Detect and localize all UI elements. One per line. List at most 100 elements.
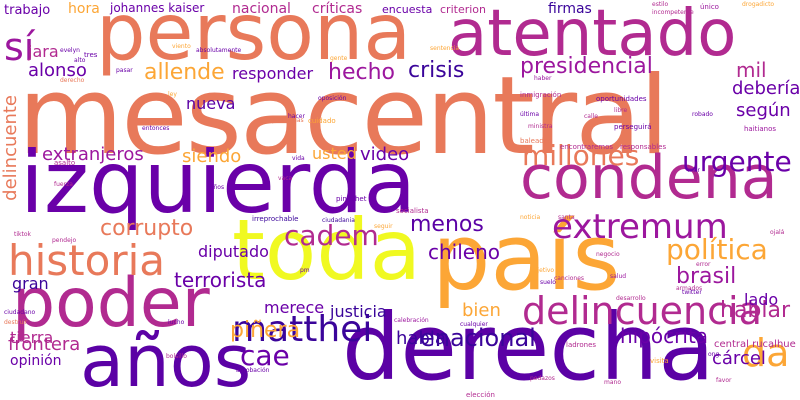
word-oposicion: oposición [318,95,347,102]
word-noticia: noticia [520,214,541,221]
word-siendo: siendo [182,146,242,167]
word-ultima: última [520,111,540,118]
word-condena: condena [520,143,778,213]
word-pinochet: pinochet [336,195,367,203]
word-ojala: ojalá [770,229,785,236]
word-nueva: nueva [186,94,236,113]
word-twitter: twitter [682,289,702,296]
word-terrorista: terrorista [174,268,267,292]
word-allende: allende [144,60,225,85]
word-hipocrita: hipócrita [620,324,709,348]
word-suelo: suelo [540,279,556,286]
word-central-rucalhue: central rucalhue [714,339,796,350]
word-matthei: matthei [232,309,373,350]
word-absolutamente: absolutamente [196,47,242,54]
word-armados: armados [676,285,703,292]
word-mano: mano [604,379,621,386]
word-pais: país [432,204,621,311]
word-incompetente: incompetente [652,9,694,16]
word-johannes-kaiser: johannes kaiser [110,1,205,15]
word-vida: vida [292,155,305,162]
word-gente: gente [330,55,348,62]
word-favor: favor [716,377,732,384]
word-asalto: asalto [54,159,76,167]
word-pasar: pasar [116,67,133,74]
word-derecha: derecha [342,294,715,400]
word-atentado: atentado [448,0,737,71]
word-segun: según [736,100,791,121]
word-ong: ong [708,351,720,358]
word-evelyn: evelyn [60,47,80,54]
word-chileno: chileno [428,240,501,264]
word-delincuencia: delincuencia [522,289,762,333]
word-corrupto: corrupto [100,216,194,241]
word-encontraremos: encontraremos [560,143,614,151]
word-pedazos: pedazos [530,375,555,382]
word-pendejo: pendejo [52,237,77,244]
word-calle: calle [584,113,599,120]
word-poder: poder [12,264,210,343]
word-eleccion: elección [466,391,495,399]
word-deberia: debería [732,78,800,99]
word-ninos: niños [208,184,225,191]
word-pm: pm [300,267,310,274]
word-nacional: nacional [232,1,291,17]
word-ladrones: ladrones [566,341,597,349]
word-alonso: alonso [28,60,87,81]
word-inmigracion: inmigración [520,91,562,99]
word-carcel: cárcel [712,348,766,369]
word-video: video [360,144,410,165]
word-enacional: enacional [420,324,536,352]
word-hacer: hacer [288,113,305,120]
word-perseguira: perseguirá [614,123,652,131]
word-sentencia: sentencia [430,45,460,52]
word-objetivo: objetivo [530,267,555,274]
word-oportunidades: oportunidades [596,95,647,103]
word-viento: viento [172,43,191,50]
word-menos: menos [410,212,484,237]
word-canciones: canciones [554,275,585,282]
word-extranjeros: extranjeros [42,144,144,165]
word-destruir: destruir [4,319,28,326]
word-cadem: cadem [284,219,379,252]
word-persona: persona [96,0,412,78]
word-drogadicto: drogadicto [742,1,775,8]
word-justicia: justicia [330,302,387,321]
word-da: da [742,331,790,375]
word-estilo: estilo [652,1,669,8]
word-delincuente: delincuente [0,95,21,201]
word-gran: gran [12,274,49,293]
word-firmas: firmas [548,1,592,17]
word-anos: años [80,319,252,400]
word-lado: lado [744,290,779,309]
word-visita: visita [650,357,669,365]
word-calebracion: calebración [394,317,429,324]
word-crisis: crisis [408,58,465,83]
word-tres: tres [84,51,98,59]
word-haitianos: haitianos [744,125,777,133]
word-responsables: responsables [620,143,667,151]
word-lucho: lucho [168,319,185,326]
word-haber: haber [534,75,552,82]
word-izquierda: izquierda [20,133,417,233]
word-encuesta: encuesta [382,3,433,16]
word-salud: salud [610,273,627,280]
word-libre: libre [614,107,628,114]
word-vaca: vaca [278,175,293,182]
word-negocio: negocio [596,251,620,258]
word-toda: toda [232,201,422,299]
word-hecho: hecho [328,60,395,85]
word-ciudadania: ciudadania [322,217,355,224]
word-brasil: brasil [676,264,737,289]
word-criterion: criterion [440,3,486,16]
word-mesacentral: mesacentral [18,54,669,179]
word-santa: santa [558,214,575,221]
word-criticas: críticas [312,1,363,17]
word-derecho: derecho [60,77,85,84]
word-ciudadano: ciudadano [4,309,36,316]
word-presidencial: presidencial [520,54,653,79]
word-habla: habla [396,328,446,349]
word-socialista: socialista [396,207,429,215]
word-tiktok: tiktok [14,231,31,238]
